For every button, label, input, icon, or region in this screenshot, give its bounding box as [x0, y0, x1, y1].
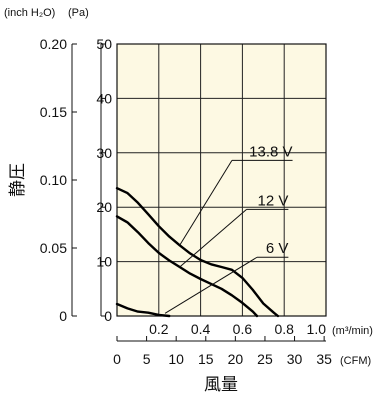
x-axis-title: 風量 — [204, 375, 238, 394]
plot-border — [116, 43, 327, 317]
cfm-tick-label: 25 — [257, 351, 273, 367]
cfm-tick-label: 35 — [316, 351, 332, 367]
series-line-13-8-v — [115, 187, 280, 318]
cfm-tick-label: 0 — [113, 351, 121, 367]
plot-area — [117, 44, 326, 316]
pa-tick-label: 30 — [96, 145, 112, 161]
pa-tick-label: 0 — [104, 308, 112, 324]
inch-tick-label: 0 — [59, 308, 67, 324]
series-label-13-8-v: 13.8 V — [249, 143, 292, 160]
right-unit-label: (Pa) — [68, 7, 89, 19]
m3-tick-label: 0.2 — [149, 321, 169, 337]
series-label-12-v: 12 V — [258, 192, 289, 209]
m3-tick-label: 0.8 — [274, 321, 294, 337]
inch-tick-label: 0.10 — [40, 172, 67, 188]
leader-line — [164, 256, 258, 314]
left-unit-label: (inch H₂O) — [4, 7, 55, 19]
cfm-tick-label: 15 — [198, 351, 214, 367]
inch-tick-label: 0.20 — [40, 36, 67, 52]
pa-tick-label: 40 — [96, 90, 112, 106]
series-line-12-v — [115, 215, 259, 318]
inch-tick-label: 0.15 — [40, 104, 67, 120]
pa-tick-label: 10 — [96, 254, 112, 270]
cfm-tick-label: 20 — [228, 351, 244, 367]
cfm-tick-label: 10 — [168, 351, 184, 367]
m3-tick-label: 0.6 — [233, 321, 253, 337]
series-annotations: 13.8 V 12 V 6 V — [164, 143, 293, 314]
grid — [116, 43, 327, 317]
x-unit-cfm-label: (CFM) — [340, 355, 371, 367]
x-unit-m3-label: (m³/min) — [332, 325, 373, 337]
pa-tick-label: 50 — [96, 36, 112, 52]
series-group — [115, 187, 280, 318]
pa-tick-label: 20 — [96, 199, 112, 215]
leader-line — [179, 208, 247, 268]
cfm-tick-label: 30 — [287, 351, 303, 367]
m3-tick-label: 1.0 — [307, 321, 327, 337]
y-axis-title: 静圧 — [8, 163, 27, 197]
series-label-6-v: 6 V — [266, 240, 289, 257]
series-line-6-v — [115, 302, 171, 318]
inch-tick-label: 0.05 — [40, 240, 67, 256]
cfm-tick-label: 5 — [143, 351, 151, 367]
leader-line — [179, 160, 233, 246]
m3-tick-label: 0.4 — [191, 321, 211, 337]
